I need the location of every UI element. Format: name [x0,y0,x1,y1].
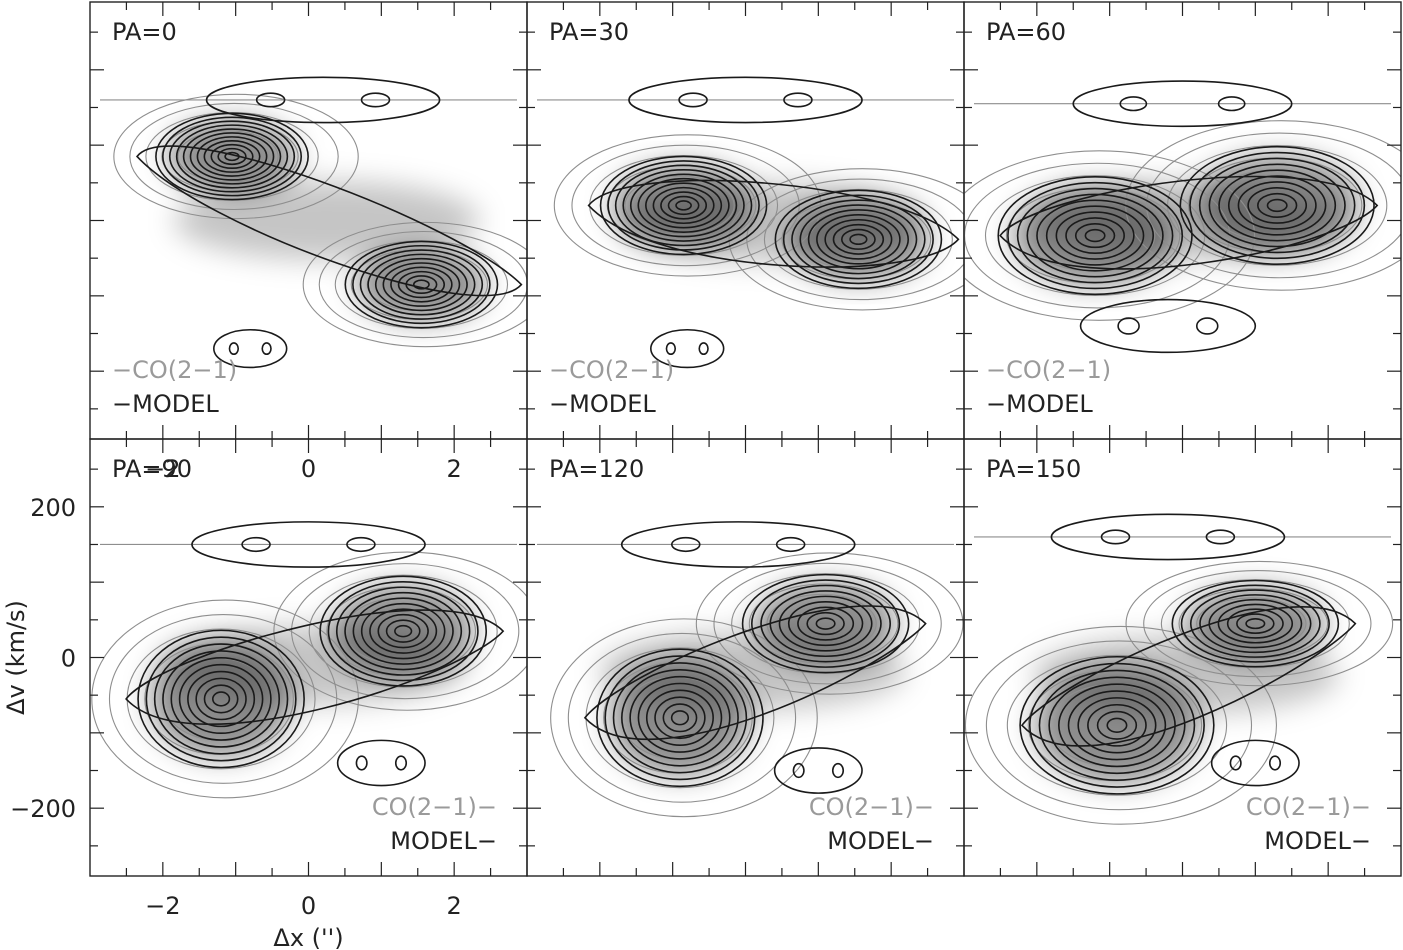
y-tick-label: −200 [10,795,76,823]
model-contours [997,80,1379,354]
panel-title: PA=90 [112,455,192,483]
panel-pa-90: PA=90 CO(2−1)− MODEL− [89,438,528,877]
legend-observed: CO(2−1)− [1246,793,1371,821]
x-tick-label-top: 2 [447,455,462,483]
legend-observed: CO(2−1)− [809,793,934,821]
model-envelope-contour [1020,606,1357,747]
legend-model: −MODEL [112,390,219,418]
panel-title: PA=30 [549,18,629,46]
model-envelope-contour [587,179,960,268]
y-tick-label: 0 [61,645,76,673]
panel-title: PA=120 [549,455,644,483]
x-tick-label-top: −2 [145,455,180,483]
legend-model: −MODEL [986,390,1093,418]
panel-pa-120: PA=120 CO(2−1)− MODEL− [526,438,965,877]
panel-title: PA=150 [986,455,1081,483]
y-axis-label: Δv (km/s) [2,600,30,715]
panel-pa-30: PA=30 −CO(2−1) −MODEL [526,1,965,440]
model-contours [587,76,960,369]
x-tick-label-top: 0 [301,455,316,483]
observed-contours [964,536,1394,825]
x-tick-label: 0 [301,892,316,920]
legend-observed: CO(2−1)− [372,793,497,821]
x-tick-label: 2 [447,892,462,920]
x-tick-label: −2 [145,892,180,920]
observed-contours [537,543,964,818]
y-tick-label: 200 [30,494,76,522]
panel-pa-150: PA=150 CO(2−1)− MODEL− [963,438,1402,877]
legend-observed: −CO(2−1) [986,356,1111,384]
observed-emission-grayscale [613,163,929,281]
panel-ticks [964,439,1401,876]
legend-model: MODEL− [1264,827,1371,855]
legend-model: −MODEL [549,390,656,418]
panel-ticks [527,439,964,876]
panel-ticks [964,2,1401,439]
model-contours [135,76,523,369]
model-contours [1019,513,1357,795]
panel-title: PA=60 [986,18,1066,46]
panel-ticks [90,439,527,876]
model-envelope-contour [135,145,523,297]
panel-ticks [527,2,964,439]
model-contours [125,521,505,787]
model-envelope-contour [583,605,927,740]
legend-model: MODEL− [827,827,934,855]
model-contours [583,521,927,794]
model-envelope-contour [999,175,1379,270]
panel-ticks [90,2,527,439]
x-axis-label: Δx ('') [273,924,343,950]
panel-title: PA=0 [112,18,177,46]
legend-observed: −CO(2−1) [112,356,237,384]
panel-pa-0: PA=0 −CO(2−1) −MODEL [89,1,528,440]
panel-pa-60: PA=60 −CO(2−1) −MODEL [963,1,1402,440]
model-envelope-contour [125,609,505,725]
legend-observed: −CO(2−1) [549,356,674,384]
legend-model: MODEL− [390,827,497,855]
